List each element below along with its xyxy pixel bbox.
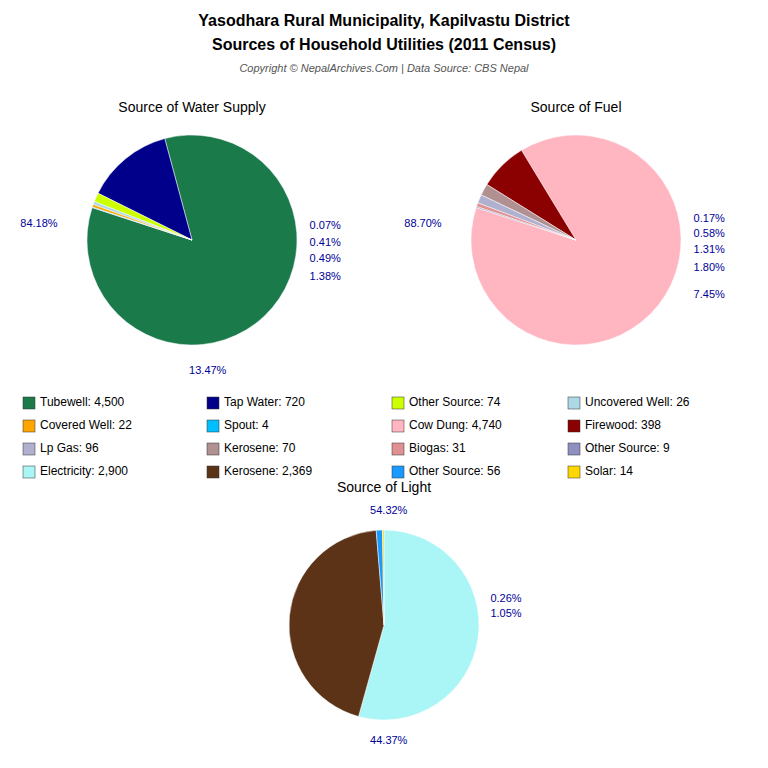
pie-slice [376, 530, 384, 625]
legend-swatch [207, 397, 219, 409]
legend-label: Firewood: 398 [585, 418, 661, 432]
legend-item: Kerosene: 70 [207, 441, 296, 455]
legend: Tubewell: 4,500 Tap Water: 720 Other Sourc… [23, 395, 690, 478]
legend-swatch [568, 420, 580, 432]
legend-label: Other Source: 9 [585, 441, 670, 455]
legend-label: Tap Water: 720 [224, 395, 305, 409]
data-label: 0.49% [310, 252, 341, 264]
legend-swatch [392, 443, 404, 455]
legend-label: Electricity: 2,900 [40, 464, 128, 478]
legend-item: Cow Dung: 4,740 [392, 418, 502, 432]
pie-slice [94, 193, 192, 240]
legend-label: Biogas: 31 [409, 441, 466, 455]
data-label: 7.45% [694, 288, 725, 300]
legend-swatch [23, 420, 35, 432]
chart-title: Source of Water Supply [118, 99, 265, 115]
pie-slice [382, 530, 384, 625]
legend-label: Tubewell: 4,500 [40, 395, 125, 409]
data-label: 84.18% [20, 217, 58, 229]
legend-swatch [568, 443, 580, 455]
title: Yasodhara Rural Municipality, Kapilvastu… [198, 12, 570, 29]
annotation: Copyright © NepalArchives.Com | Data Sou… [239, 62, 529, 74]
legend-item: Kerosene: 2,369 [207, 464, 312, 478]
legend-item: Tubewell: 4,500 [23, 395, 125, 409]
pie-slice [471, 135, 681, 345]
legend-swatch [568, 466, 580, 478]
pie-slice [289, 530, 384, 716]
legend-swatch [392, 420, 404, 432]
data-label: 13.47% [189, 364, 227, 376]
legend-label: Other Source: 56 [409, 464, 501, 478]
legend-item: Solar: 14 [568, 464, 633, 478]
pie-slice [87, 135, 297, 345]
legend-label: Uncovered Well: 26 [585, 395, 690, 409]
data-label: 88.70% [404, 217, 442, 229]
data-label: 44.37% [370, 734, 408, 746]
legend-swatch [23, 397, 35, 409]
legend-label: Spout: 4 [224, 418, 269, 432]
legend-label: Covered Well: 22 [40, 418, 132, 432]
legend-item: Tap Water: 720 [207, 395, 305, 409]
legend-swatch [392, 397, 404, 409]
data-label: 0.26% [490, 592, 521, 604]
data-label: 1.80% [694, 261, 725, 273]
data-label: 0.58% [694, 227, 725, 239]
data-label: 1.38% [310, 270, 341, 282]
pie-slice [478, 195, 576, 240]
data-label: 0.41% [310, 236, 341, 248]
legend-item: Biogas: 31 [392, 441, 466, 455]
legend-label: Lp Gas: 96 [40, 441, 99, 455]
legend-item: Electricity: 2,900 [23, 464, 128, 478]
legend-label: Other Source: 74 [409, 395, 501, 409]
legend-item: Other Source: 56 [392, 464, 501, 478]
legend-swatch [207, 420, 219, 432]
pie-chart: 54.32% 44.37% 1.05% 0.26% [289, 504, 522, 746]
legend-item: Other Source: 9 [568, 441, 670, 455]
data-label: 0.17% [694, 212, 725, 224]
pie-slice [93, 202, 192, 240]
pie-chart: 88.70% 7.45% 1.80% 1.31% 0.58% 0.17% [404, 135, 725, 345]
legend-item: Other Source: 74 [392, 395, 501, 409]
chart-title: Source of Fuel [530, 99, 621, 115]
data-label: 1.05% [490, 607, 521, 619]
legend-label: Cow Dung: 4,740 [409, 418, 502, 432]
chart-title: Source of Light [337, 479, 431, 495]
legend-item: Lp Gas: 96 [23, 441, 99, 455]
legend-label: Solar: 14 [585, 464, 633, 478]
legend-item: Spout: 4 [207, 418, 269, 432]
legend-item: Covered Well: 22 [23, 418, 132, 432]
pie-chart: 84.18% 13.47% 1.38% 0.49% 0.41% 0.07% [20, 135, 341, 376]
legend-swatch [392, 466, 404, 478]
legend-swatch [23, 443, 35, 455]
pie-slice [476, 206, 576, 240]
legend-swatch [23, 466, 35, 478]
legend-item: Firewood: 398 [568, 418, 661, 432]
pie-slice [92, 205, 192, 240]
pie-slice [476, 203, 576, 240]
legend-swatch [568, 397, 580, 409]
legend-label: Kerosene: 70 [224, 441, 296, 455]
legend-swatch [207, 466, 219, 478]
subtitle: Sources of Household Utilities (2011 Cen… [212, 36, 556, 53]
legend-label: Kerosene: 2,369 [224, 464, 312, 478]
legend-item: Uncovered Well: 26 [568, 395, 690, 409]
data-label: 54.32% [370, 504, 408, 516]
chart-root: Yasodhara Rural Municipality, Kapilvastu… [0, 0, 768, 768]
data-label: 0.07% [310, 219, 341, 231]
legend-swatch [207, 443, 219, 455]
data-label: 1.31% [694, 243, 725, 255]
pie-slice [92, 207, 192, 240]
